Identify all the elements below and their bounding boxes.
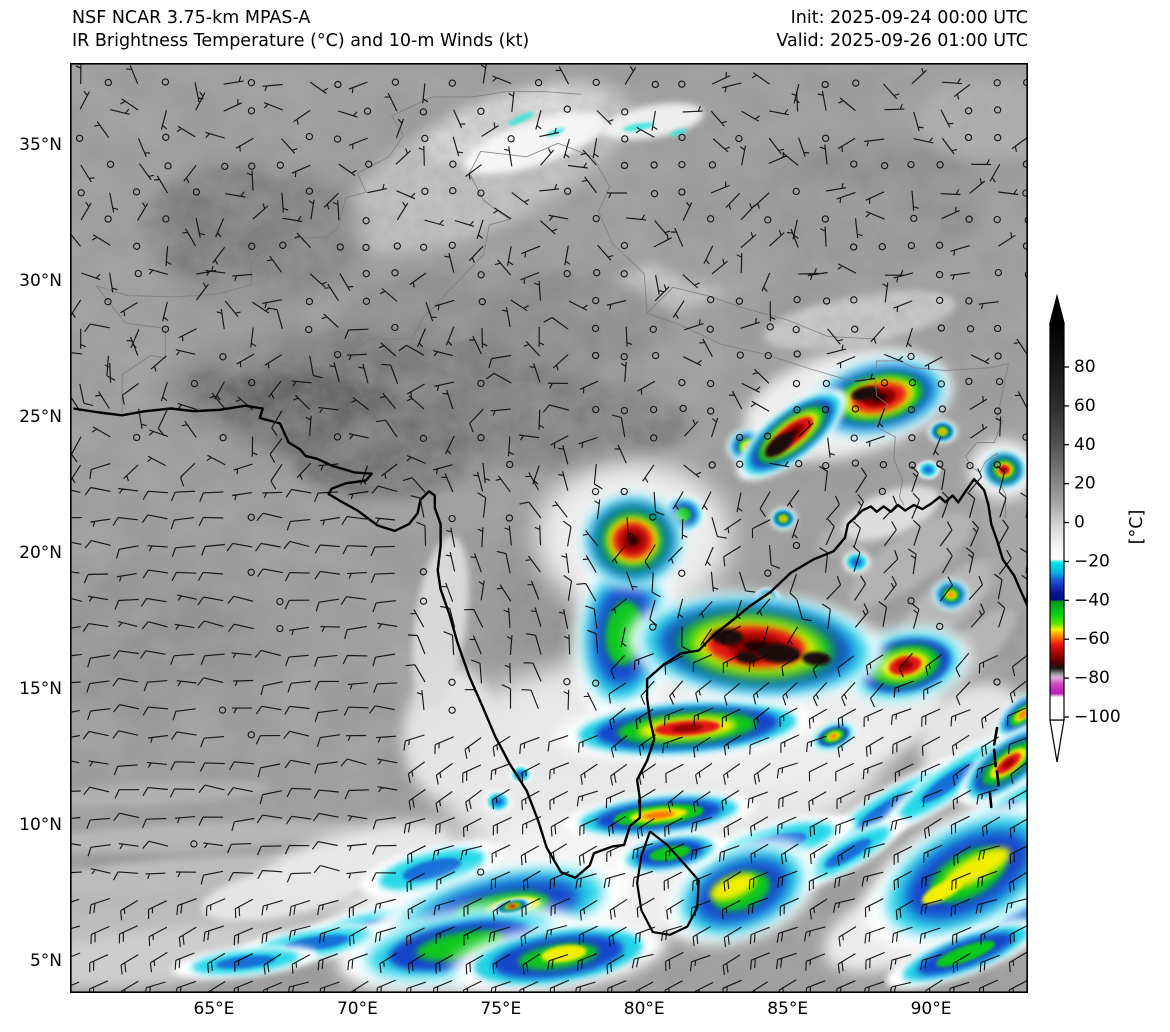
colorbar-tick-label: −80 bbox=[1074, 668, 1110, 688]
colorbar-tick-label: 60 bbox=[1074, 396, 1096, 416]
colorbar-tick-label: 40 bbox=[1074, 435, 1096, 455]
map-plot bbox=[70, 63, 1028, 993]
colorbar-tick-label: −100 bbox=[1074, 707, 1121, 727]
colorbar-tick-label: 80 bbox=[1074, 357, 1096, 377]
x-tick-label: 65°E bbox=[193, 999, 235, 1019]
coastline-layer bbox=[73, 91, 1028, 936]
colorbar-tick-label: −40 bbox=[1074, 590, 1110, 610]
y-tick-label: 20°N bbox=[19, 542, 62, 563]
colorbar-tick-label: −20 bbox=[1074, 551, 1110, 571]
model-title: NSF NCAR 3.75-km MPAS-A bbox=[72, 8, 311, 28]
x-tick-label: 90°E bbox=[910, 999, 952, 1019]
map-frame bbox=[70, 63, 1028, 993]
valid-time: Valid: 2025-09-26 01:00 UTC bbox=[776, 31, 1028, 51]
y-tick-label: 30°N bbox=[19, 270, 62, 291]
x-tick-label: 80°E bbox=[623, 999, 665, 1019]
colorbar-tick-label: 20 bbox=[1074, 474, 1096, 494]
y-tick-label: 5°N bbox=[29, 950, 62, 971]
x-tick-label: 85°E bbox=[767, 999, 809, 1019]
x-tick-label: 70°E bbox=[336, 999, 378, 1019]
colorbar-tick-label: −60 bbox=[1074, 629, 1110, 649]
x-tick-label: 75°E bbox=[480, 999, 522, 1019]
y-tick-label: 10°N bbox=[19, 814, 62, 835]
colorbar: 80 60 40 20 0 −20 −40 −60 −80 −100 [°C] bbox=[1049, 293, 1147, 763]
y-tick-label: 15°N bbox=[19, 678, 62, 699]
product-title: IR Brightness Temperature (°C) and 10-m … bbox=[72, 31, 530, 51]
colorbar-unit-label: [°C] bbox=[1127, 510, 1147, 545]
init-time: Init: 2025-09-24 00:00 UTC bbox=[790, 8, 1028, 28]
y-tick-label: 25°N bbox=[19, 406, 62, 427]
convection-cells-layer bbox=[172, 112, 1028, 993]
y-tick-label: 35°N bbox=[19, 134, 62, 155]
colorbar-tick-label: 0 bbox=[1074, 513, 1085, 533]
